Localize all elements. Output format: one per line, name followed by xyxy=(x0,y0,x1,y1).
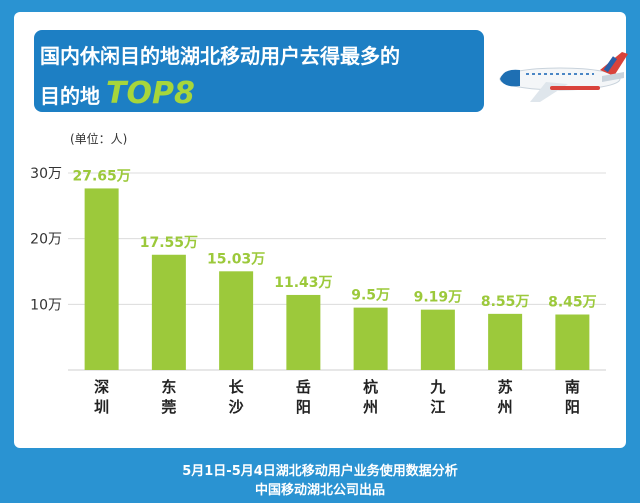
x-tick-label: 东莞 xyxy=(161,378,176,416)
value-label: 9.5万 xyxy=(351,288,390,304)
value-label: 8.45万 xyxy=(548,295,597,311)
bar xyxy=(420,309,455,370)
bar xyxy=(488,313,523,370)
title-banner xyxy=(34,30,484,112)
y-tick-label: 30万 xyxy=(30,166,62,182)
value-label: 11.43万 xyxy=(274,275,332,291)
top8-highlight: TOP8 xyxy=(106,76,195,111)
footer-source: 5月1日-5月4日湖北移动用户业务使用数据分析 xyxy=(182,464,458,479)
bar xyxy=(555,314,590,370)
x-tick-label: 岳阳 xyxy=(296,378,311,416)
y-tick-label: 20万 xyxy=(30,232,62,248)
value-label: 15.03万 xyxy=(207,251,265,267)
y-tick-label: 10万 xyxy=(30,297,62,313)
page-title-text: 目的地 xyxy=(40,84,100,108)
value-label: 8.55万 xyxy=(481,294,530,310)
bar xyxy=(84,188,119,370)
value-label: 9.19万 xyxy=(414,290,463,306)
bar xyxy=(286,294,321,370)
x-tick-label: 长沙 xyxy=(229,378,245,416)
unit-label: (单位：人) xyxy=(70,132,128,146)
x-tick-label: 杭州 xyxy=(362,378,378,416)
x-tick-label: 南阳 xyxy=(565,378,580,416)
x-tick-label: 苏州 xyxy=(497,378,513,416)
value-label: 17.55万 xyxy=(140,235,198,251)
bar xyxy=(353,307,388,370)
value-label: 27.65万 xyxy=(72,168,130,184)
airplane-icon xyxy=(499,52,628,102)
bar xyxy=(219,271,254,370)
footer-publisher: 中国移动湖北公司出品 xyxy=(254,483,385,498)
bar xyxy=(151,254,186,370)
x-tick-label: 深圳 xyxy=(94,378,109,416)
x-tick-label: 九江 xyxy=(429,378,445,416)
page-title: 国内休闲目的地湖北移动用户去得最多的 xyxy=(40,44,400,68)
page-title-line2: 目的地 TOP8 xyxy=(40,76,195,111)
